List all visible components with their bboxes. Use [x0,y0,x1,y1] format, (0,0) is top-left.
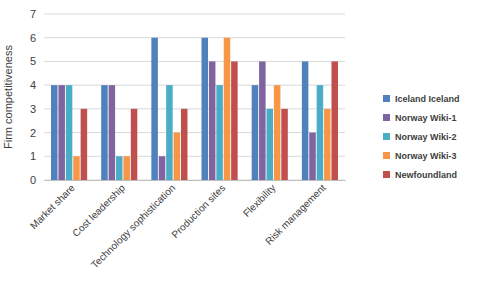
bar [259,61,266,180]
legend-swatch [383,133,390,140]
bar [231,61,238,180]
bar-series [51,38,308,180]
y-tick: 5 [30,55,44,67]
x-tick-label: Flexibility [241,182,278,219]
chart: 0 1 2 3 4 5 6 7 Market shareCost leadershipTechn… [0,0,480,296]
y-tick-label: 0 [30,174,36,186]
x-tick: Production sites [169,180,227,240]
plot: 0 1 2 3 4 5 6 7 Market shareCost leadershipTechn… [28,8,346,270]
x-tick-label: Technology sophistication [89,182,177,270]
bar [324,109,331,180]
x-tick: Market share [28,180,77,231]
bar [151,38,158,180]
y-tick-label: 2 [30,127,36,139]
y-tick: 3 [30,103,44,115]
legend-swatch [383,152,390,159]
bar [174,133,181,180]
y-axis-title: Firm competitiveness [2,45,14,149]
y-tick: 6 [30,32,44,44]
bar [202,38,209,180]
y-tick-label: 4 [30,79,36,91]
bars [51,38,338,180]
y-tick: 7 [30,8,44,20]
y-axis: 0 1 2 3 4 5 6 7 [30,8,45,186]
bar [159,156,166,180]
y-tick: 4 [30,79,44,91]
bar [73,156,80,180]
y-tick-label: 5 [30,55,36,67]
bar [166,85,173,180]
bar [51,85,58,180]
bar [309,133,316,180]
x-axis-line [45,180,346,181]
grid-line [44,14,345,15]
y-tick: 1 [30,150,44,162]
y-tick: 2 [30,127,44,139]
legend-item: Norway Wiki-2 [383,132,456,142]
y-tick-label: 3 [30,103,36,115]
bar [281,109,288,180]
bar [317,85,324,180]
legend-label: Norway Wiki-3 [395,151,456,161]
bar-series [66,85,323,180]
grid-line [44,180,345,181]
y-tick: 0 [30,174,44,186]
bar [266,109,273,180]
y-axis-line [44,15,45,181]
legend-label: Newfoundland [395,170,457,180]
bar-series [58,61,315,180]
bar [209,61,216,180]
bar [331,61,338,180]
bar [224,38,231,180]
bar [109,85,116,180]
legend-swatch [383,171,390,178]
grid-line [44,108,345,109]
legend-item: Norway Wiki-3 [383,151,456,161]
legend-swatch [383,114,390,121]
grid [44,14,345,180]
x-tick-label: Risk management [263,182,328,247]
y-tick-label: 7 [30,8,36,20]
bar [81,109,88,180]
bar-series [81,61,338,180]
bar [131,109,138,180]
grid-line [44,85,345,86]
bar [274,85,281,180]
legend-item: Iceland Iceland [383,94,460,104]
x-tick: Risk management [263,180,328,247]
legend-label: Norway Wiki-2 [395,132,456,142]
legend-label: Norway Wiki-1 [395,113,456,123]
x-tick-label: Market share [28,182,77,231]
legend-item: Newfoundland [383,170,457,180]
grid-line [44,156,345,157]
legend-item: Norway Wiki-1 [383,113,456,123]
y-tick-label: 1 [30,150,36,162]
legend-label: Iceland Iceland [395,94,460,104]
bar [181,109,188,180]
bar [252,85,259,180]
bar [123,156,130,180]
x-tick-label: Cost leadership [70,182,127,239]
x-tick: Flexibility [241,180,278,219]
x-tick-label: Production sites [169,182,227,240]
legend: Iceland Iceland Norway Wiki-1 Norway Wiki-… [383,94,460,180]
bar [66,85,73,180]
grid-line [44,132,345,133]
x-tick: Cost leadership [70,180,127,239]
y-tick-label: 6 [30,32,36,44]
bar-series [73,38,330,180]
bar [101,85,108,180]
grid-line [44,37,345,38]
grid-line [44,61,345,62]
legend-swatch [383,95,390,102]
bar [216,85,223,180]
bar [58,85,65,180]
bar [302,61,309,180]
x-tick: Technology sophistication [89,180,177,270]
x-axis: Market shareCost leadershipTechnology so… [28,180,346,270]
bar [116,156,123,180]
